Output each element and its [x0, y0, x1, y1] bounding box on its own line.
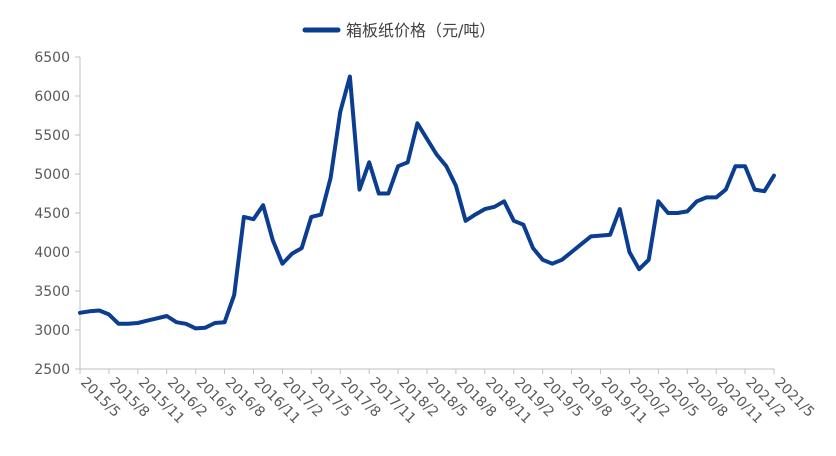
data-point [666, 211, 670, 215]
data-point [329, 176, 333, 180]
data-point [338, 110, 342, 114]
data-point [117, 322, 121, 326]
data-point [88, 309, 92, 313]
data-point [502, 199, 506, 203]
data-point [579, 242, 583, 246]
data-point [550, 262, 554, 266]
y-tick-label: 4000 [34, 245, 70, 261]
data-point [97, 309, 101, 312]
data-point [184, 322, 188, 326]
data-point [589, 234, 593, 238]
data-point [435, 153, 439, 156]
data-point [136, 321, 140, 325]
plot-area [78, 74, 776, 331]
data-point [637, 267, 641, 271]
y-tick-label: 6500 [34, 50, 70, 66]
data-point [242, 215, 246, 219]
data-point [560, 258, 564, 262]
data-point [107, 312, 111, 316]
data-point [618, 207, 622, 211]
axes: 2500300035004000450050005500600065002015… [34, 50, 817, 427]
data-point [300, 246, 304, 250]
data-point [705, 195, 708, 199]
data-point [309, 215, 313, 219]
data-point [261, 203, 265, 207]
y-tick-label: 3000 [34, 323, 70, 339]
data-point [78, 311, 82, 315]
data-point [165, 314, 169, 318]
data-point [512, 219, 516, 223]
y-tick-label: 6000 [34, 89, 70, 105]
data-point [753, 188, 757, 192]
y-tick-label: 2500 [34, 362, 70, 378]
y-tick-label: 4500 [34, 206, 70, 222]
data-point [348, 75, 352, 78]
data-point [271, 238, 275, 242]
data-point [146, 319, 149, 323]
data-point [521, 223, 525, 227]
data-point [223, 320, 227, 324]
data-point [724, 188, 728, 192]
data-point [599, 234, 602, 238]
data-point [743, 164, 747, 168]
data-point [695, 199, 699, 203]
data-point [213, 321, 217, 325]
data-point [541, 258, 545, 262]
data-point [454, 184, 458, 188]
data-point [358, 188, 361, 192]
legend-label: 箱板纸价格（元/吨） [346, 21, 495, 40]
data-point [493, 205, 496, 209]
data-point [464, 219, 468, 223]
data-point [656, 199, 660, 203]
data-point [203, 326, 207, 330]
data-point [155, 316, 159, 320]
data-point [280, 262, 284, 266]
data-point [377, 192, 381, 195]
data-point [772, 174, 776, 178]
data-point [685, 209, 689, 213]
data-point [531, 246, 535, 250]
data-point [733, 164, 737, 168]
data-point [406, 160, 410, 164]
y-tick-label: 3500 [34, 284, 70, 300]
data-point [415, 121, 419, 125]
data-point [396, 164, 400, 168]
data-point [319, 213, 323, 217]
series-line [78, 74, 776, 331]
data-point [194, 326, 198, 330]
data-point [425, 137, 429, 141]
data-point [386, 192, 390, 195]
data-point [762, 189, 766, 193]
y-tick-label: 5500 [34, 128, 70, 144]
y-tick-label: 5000 [34, 167, 70, 183]
data-point [290, 252, 294, 256]
data-point [647, 258, 651, 262]
data-point [367, 160, 371, 164]
data-point [483, 207, 487, 211]
data-point [608, 233, 612, 237]
legend: 箱板纸价格（元/吨） [302, 21, 495, 40]
data-point [473, 213, 477, 217]
data-point [570, 250, 574, 254]
data-point [232, 293, 236, 297]
data-point [627, 250, 631, 254]
data-point [252, 217, 255, 221]
data-point [676, 211, 680, 215]
data-point [444, 164, 448, 168]
data-point [126, 322, 130, 326]
data-point [174, 320, 178, 324]
data-point [714, 195, 718, 199]
